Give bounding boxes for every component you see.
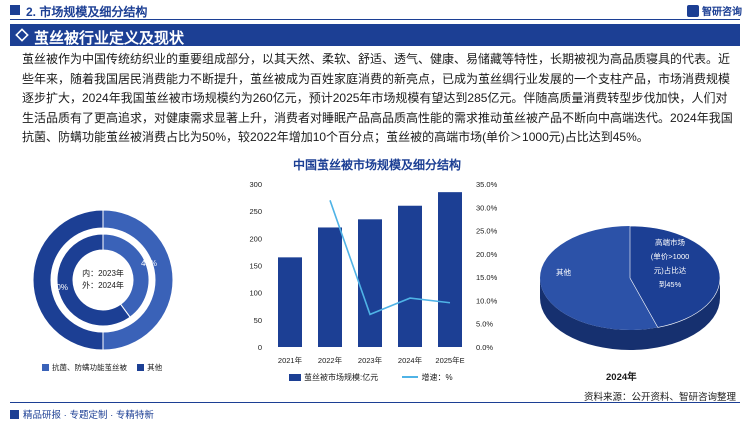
pie-side-wall [540, 278, 720, 350]
y-tick-label: 100 [249, 289, 262, 298]
page-title: 茧丝被行业定义及现状 [34, 30, 185, 47]
page-title-bar: 茧丝被行业定义及现状 [10, 24, 740, 47]
legend-swatch-b [137, 364, 145, 371]
pie-label-high-2: (单价>1000 [651, 251, 690, 261]
y2-tick-label: 15.0% [476, 273, 498, 282]
pie-label-high-3: 元)占比达 [654, 265, 687, 275]
brand: 智研咨询 [687, 3, 742, 18]
pie-label-high-1: 高端市场 [655, 237, 685, 247]
y-tick-label: 50 [254, 316, 262, 325]
brand-name: 智研咨询 [702, 7, 742, 18]
bar-2023年 [358, 219, 382, 347]
footer-tagline: 精品研报 · 专题定制 · 专精特新 [10, 407, 154, 421]
y2-tick-label: 5.0% [476, 320, 493, 329]
bar-line-chart: 0 50 100 150 200 250 300 0.0% 5.0% 10.0% 15.0% 20.0… [249, 180, 498, 365]
pie-chart-3d: 其他 高端市场 (单价>1000 元)占比达 到45% [540, 225, 721, 350]
y-tick-label: 150 [249, 262, 262, 271]
description-paragraph: 茧丝被作为中国传统纺织业的重要组成部分，以其天然、柔软、舒适、透气、健康、易储藏… [22, 52, 733, 145]
donut-legend: 抗菌、防螨功能茧丝被 其他 [42, 362, 162, 373]
report-icon [10, 410, 19, 419]
y2-tick-label: 30.0% [476, 203, 498, 212]
donut-outer-slice-b [32, 209, 104, 351]
x-tick-label: 2025年E [435, 355, 464, 365]
donut-inner-label: 内：2023年 [82, 268, 124, 278]
legend-swatch-a [42, 364, 49, 371]
pie-year-label: 2024年 [606, 372, 637, 383]
donut-label-60: 60% [52, 283, 68, 292]
y2-tick-label: 25.0% [476, 227, 498, 236]
donut-inner-slice-b [56, 233, 131, 327]
y2-tick-label: 10.0% [476, 296, 498, 305]
pie-label-other: 其他 [556, 267, 571, 277]
x-tick-label: 2024年 [398, 355, 423, 365]
donut-chart: 内：2023年 外：2024年 40% 60% [32, 209, 174, 351]
x-tick-label: 2022年 [318, 355, 343, 365]
bar-2024年 [398, 205, 422, 347]
donut-outer-label: 外：2024年 [82, 280, 124, 290]
y-tick-label: 200 [249, 234, 262, 243]
brand-logo-icon [687, 5, 699, 17]
legend-label-a: 抗菌、防螨功能茧丝被 [52, 363, 127, 372]
pie-slice-high-end [629, 225, 721, 328]
y-tick-label: 0 [258, 343, 262, 352]
y-tick-label: 300 [249, 180, 262, 189]
chart-title: 中国茧丝被市场规模及细分结构 [292, 158, 461, 172]
legend-bar-swatch [289, 374, 301, 381]
x-tick-label: 2023年 [358, 355, 383, 365]
footer-text: 精品研报 · 专题定制 · 专精特新 [23, 410, 154, 421]
source-note: 资料来源：公开资料、智研咨询整理 [583, 392, 736, 403]
y-tick-label: 250 [249, 207, 262, 216]
diamond-icon [15, 28, 29, 42]
bar-2021年 [278, 257, 302, 347]
section-marker-icon [10, 5, 20, 15]
legend-line-swatch [402, 376, 419, 378]
legend-label-b: 其他 [147, 363, 163, 372]
legend-bar-label: 茧丝被市场规模:亿元 [304, 373, 379, 382]
header-divider [10, 19, 740, 20]
donut-label-40: 40% [141, 259, 157, 268]
legend-line-label: 增速：% [421, 373, 453, 382]
footer-divider [10, 402, 740, 403]
section-title: 2. 市场规模及细分结构 [26, 5, 148, 19]
top-header: 2. 市场规模及细分结构 智研咨询 [0, 0, 750, 22]
growth-line [329, 200, 451, 316]
x-tick-label: 2021年 [278, 355, 303, 365]
y2-tick-label: 35.0% [476, 180, 498, 189]
pie-label-high-4: 到45% [659, 280, 682, 289]
bar-2025年E [438, 192, 462, 347]
bar-chart-legend: 茧丝被市场规模:亿元 增速：% [289, 372, 453, 383]
y2-tick-label: 20.0% [476, 250, 498, 259]
bar-2022年 [318, 227, 342, 347]
y2-tick-label: 0.0% [476, 343, 493, 352]
